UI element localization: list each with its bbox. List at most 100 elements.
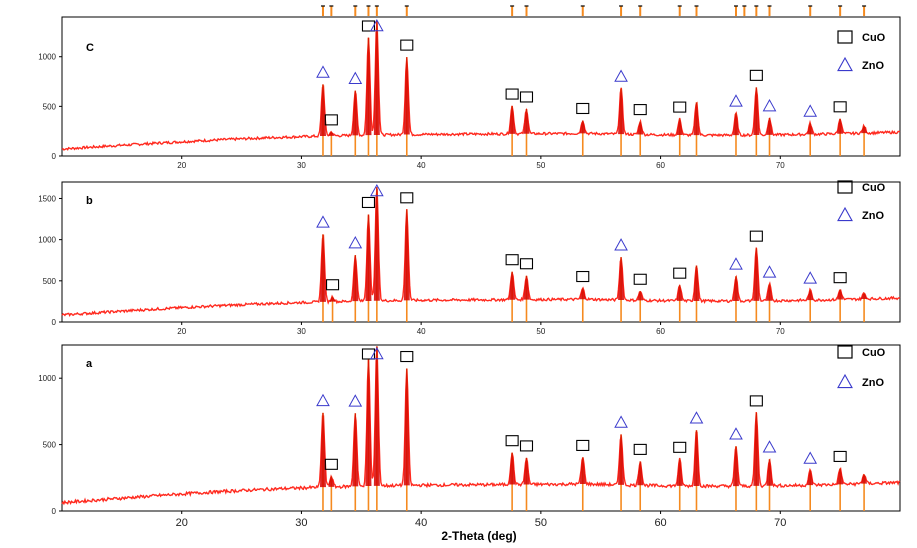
legend: CuO ZnO xyxy=(837,180,886,222)
cuo-marker xyxy=(324,114,338,126)
y-tick-label: 0 xyxy=(52,318,57,327)
x-tick-label: 70 xyxy=(774,517,786,529)
cuo-marker xyxy=(505,254,519,266)
plot-frame xyxy=(61,181,901,323)
cuo-marker xyxy=(324,458,338,470)
peak xyxy=(373,187,380,301)
cuo-marker xyxy=(361,20,376,32)
zno-marker xyxy=(729,427,743,440)
peak xyxy=(618,434,625,485)
zno-marker xyxy=(348,394,363,407)
peak xyxy=(693,430,700,487)
zno-marker xyxy=(614,238,628,251)
cuo-marker xyxy=(749,230,763,242)
peak xyxy=(861,293,868,299)
x-axis-title: 2-Theta (deg) xyxy=(441,529,516,543)
cuo-marker xyxy=(576,102,590,115)
cuo-marker xyxy=(833,450,847,462)
cuo-marker xyxy=(576,270,590,283)
zno-marker xyxy=(348,236,363,249)
peak xyxy=(319,234,326,302)
peak xyxy=(676,119,683,135)
y-tick-label: 500 xyxy=(43,441,57,450)
x-tick-label: 30 xyxy=(297,327,306,336)
plot-frame xyxy=(61,344,901,512)
zno-marker xyxy=(729,257,743,270)
peak xyxy=(579,120,586,134)
panel-a: 0 500 1000 20 30 40 50 60 70 a CuO ZnO xyxy=(38,344,901,529)
x-tick-label: 70 xyxy=(776,161,785,170)
x-tick-label: 20 xyxy=(177,161,186,170)
cuo-marker xyxy=(633,104,647,116)
zno-marker xyxy=(803,271,818,284)
peak xyxy=(753,248,760,301)
cuo-marker xyxy=(505,88,519,100)
peak xyxy=(637,121,644,135)
peak xyxy=(676,285,683,301)
peak xyxy=(373,20,380,135)
x-tick-label: 40 xyxy=(417,327,426,336)
x-tick-label: 30 xyxy=(295,517,307,529)
x-tick-label: 70 xyxy=(776,327,785,336)
peak xyxy=(523,457,530,485)
x-tick-label: 30 xyxy=(297,161,306,170)
x-tick-label: 20 xyxy=(177,327,186,336)
peak xyxy=(807,470,814,486)
peak xyxy=(403,209,410,301)
peak xyxy=(637,291,644,301)
cuo-marker xyxy=(673,441,687,453)
peak xyxy=(766,284,773,301)
peak xyxy=(753,412,760,486)
y-tick-label: 500 xyxy=(43,102,57,111)
cuo-marker xyxy=(361,196,376,209)
peak xyxy=(676,459,683,486)
peak xyxy=(693,265,700,301)
peak xyxy=(523,275,530,300)
diffraction-pattern xyxy=(61,188,901,318)
diffraction-pattern xyxy=(61,346,901,506)
cuo-marker xyxy=(361,348,376,360)
peak xyxy=(352,255,359,302)
y-tick-label: 0 xyxy=(52,152,57,161)
peak xyxy=(329,296,336,302)
peak xyxy=(365,37,372,136)
peak xyxy=(352,413,359,487)
x-tick-label: 60 xyxy=(656,327,665,336)
panel-label: a xyxy=(86,358,93,370)
peak xyxy=(861,126,868,134)
cuo-marker xyxy=(519,258,534,270)
legend-label: ZnO xyxy=(862,210,884,222)
peak xyxy=(618,88,625,135)
peak xyxy=(523,108,530,134)
cuo-marker xyxy=(749,395,763,407)
legend-label: CuO xyxy=(862,32,886,44)
cuo-marker xyxy=(673,101,687,113)
legend-label: CuO xyxy=(862,182,886,194)
peak xyxy=(403,368,410,486)
x-tick-label: 60 xyxy=(654,517,666,529)
cuo-marker xyxy=(633,273,647,285)
peak xyxy=(753,87,760,136)
reference-ticks-top xyxy=(320,5,867,16)
legend-cuo-marker xyxy=(837,180,853,194)
zno-marker xyxy=(762,440,777,453)
peak xyxy=(319,412,326,488)
zno-marker xyxy=(614,69,628,82)
peak xyxy=(352,90,359,136)
legend-label: CuO xyxy=(862,347,886,359)
peak xyxy=(766,118,773,135)
peak xyxy=(579,288,586,300)
panel-label: b xyxy=(86,195,93,207)
legend-label: ZnO xyxy=(862,60,884,72)
y-tick-label: 1000 xyxy=(38,53,56,62)
peak xyxy=(403,57,410,135)
cuo-marker xyxy=(519,440,534,452)
zno-marker xyxy=(762,265,777,278)
peak xyxy=(579,457,586,485)
zno-marker xyxy=(614,415,628,428)
peak xyxy=(837,468,844,485)
zno-marker xyxy=(803,451,818,464)
peak xyxy=(807,290,814,301)
legend-zno-marker xyxy=(837,56,853,72)
